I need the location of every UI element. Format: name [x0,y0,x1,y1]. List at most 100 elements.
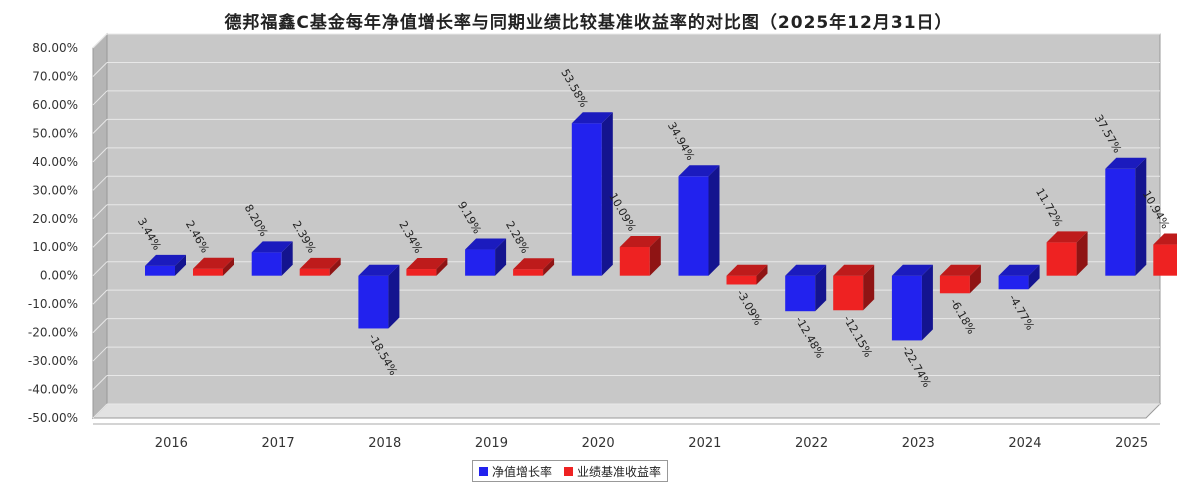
y-tick-label: 0.00% [40,269,78,283]
y-tick-label: 70.00% [32,69,78,83]
grid-lines [92,33,1160,419]
plot-back-wall [106,33,1161,405]
grid-line [92,33,108,49]
bar-side [175,254,186,276]
y-tick-label: -30.00% [28,354,78,368]
y-tick-label: -50.00% [28,411,78,425]
x-tick-label: 2024 [1008,436,1041,451]
bar-top [1105,157,1147,169]
y-axis-ticks: 80.00% 70.00% 60.00% 50.00% 40.00% 30.00% 20.0… [28,41,78,425]
bar [678,176,709,276]
bar [251,252,282,276]
grid-line [92,289,108,305]
grid-line [92,90,108,106]
bar [571,123,602,276]
x-tick-label: 2025 [1115,436,1148,451]
bar-top [193,257,234,269]
bars [145,112,1177,341]
legend-item-nav-growth: 净值增长率 [479,463,552,480]
x-axis-ticks: 2016 2017 2018 2019 2020 2021 2022 2023 2024 2025 [155,436,1148,451]
x-tick-label: 2021 [688,436,721,451]
grid-line [92,403,108,419]
bar [299,268,330,276]
plot-floor [91,403,1162,419]
y-tick-label: -40.00% [28,383,78,397]
bar-side [436,258,448,276]
bar-top [571,112,613,124]
bar-side [329,257,341,276]
y-tick-label: -10.00% [28,297,78,311]
bar [406,269,437,276]
x-tick-label: 2019 [475,436,508,451]
bar-side [969,264,981,294]
bar [193,268,223,276]
bar-side [1135,157,1147,276]
grid-line [92,62,108,77]
grid-line [92,175,108,191]
bar-top [726,264,768,276]
bar-top [358,264,400,276]
grid-line [92,318,108,333]
bar-side [649,235,661,276]
bar-top [833,264,875,276]
x-tick-label: 2023 [902,436,935,451]
bar-top [998,264,1040,276]
y-tick-label: -20.00% [28,326,78,340]
legend: 净值增长率 业绩基准收益率 [472,460,669,482]
bar-side [921,264,933,341]
bar [726,275,757,285]
bar [513,269,544,276]
bar [785,275,816,312]
legend-item-benchmark: 业绩基准收益率 [564,463,661,480]
y-tick-label: 50.00% [32,126,78,140]
grid-line [92,147,108,163]
bar [1105,168,1136,276]
x-tick-label: 2017 [262,436,295,451]
grid-line [92,261,108,277]
legend-label: 业绩基准收益率 [577,464,662,479]
grid-line [92,204,108,220]
y-tick-label: 40.00% [32,155,78,169]
bar-top [1153,233,1177,245]
legend-swatch-blue [479,466,488,476]
grid-line [92,119,108,134]
bar-top [619,235,661,247]
bar-top [513,258,555,270]
bar-side [863,264,875,311]
y-tick-label: 60.00% [32,98,78,112]
bar-side [223,257,234,276]
bar-top [465,238,507,250]
bar-top [785,264,827,276]
bar-side [1076,231,1088,276]
bar [1046,242,1077,276]
plot-frame [91,32,1162,425]
bar-side [756,264,768,285]
grid-line [92,232,108,248]
bar [1153,244,1177,276]
legend-label: 净值增长率 [492,464,553,479]
legend-swatch-red [564,466,574,476]
bar [465,249,496,276]
bar-top [678,165,720,177]
bar [891,275,922,341]
bar-side [543,258,555,276]
bar [358,275,389,329]
chart-title: 德邦福鑫C基金每年净值增长率与同期业绩比较基准收益率的对比图（2025年12月3… [224,13,953,33]
bar-top [299,257,341,269]
grid-line [92,375,108,390]
bar-side [815,264,827,312]
x-tick-label: 2018 [368,436,401,451]
y-tick-label: 20.00% [32,212,78,226]
bar [145,265,175,276]
bar-top [406,258,448,270]
x-tick-label: 2022 [795,436,828,451]
bar-side [601,112,613,276]
x-tick-label: 2020 [582,436,615,451]
bar-side [1028,264,1040,290]
bar-top [145,254,186,266]
bar-side [495,238,507,276]
y-tick-label: 30.00% [32,183,78,197]
bar [619,246,650,276]
bar-side [708,165,720,276]
